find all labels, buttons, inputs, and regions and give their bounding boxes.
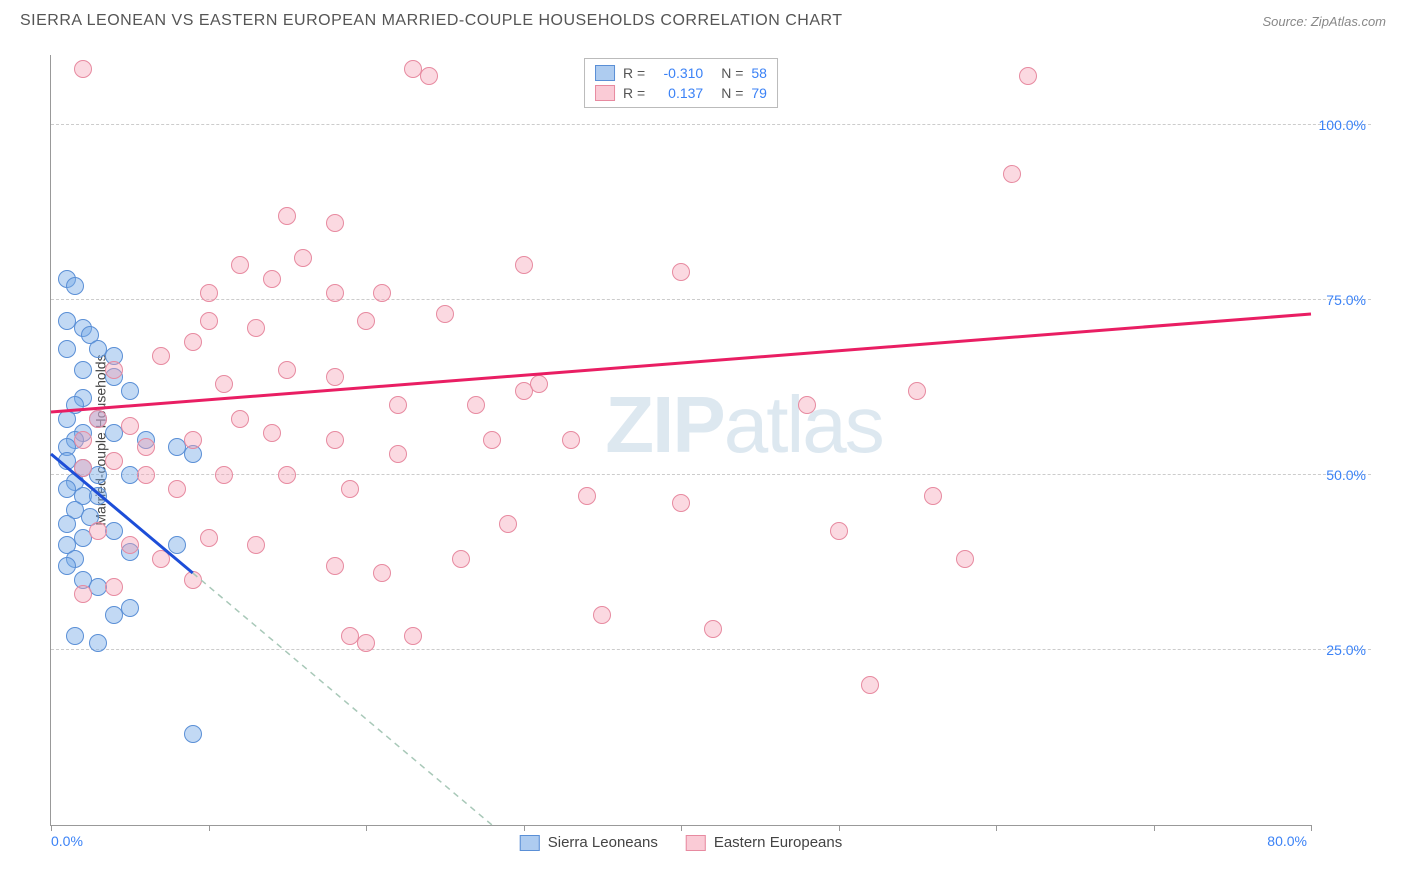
stats-legend: R = -0.310 N = 58 R = 0.137 N = 79: [584, 58, 778, 108]
x-tick: [524, 825, 525, 831]
legend-swatch: [686, 835, 706, 851]
r-value: -0.310: [653, 65, 703, 81]
chart: Married-couple Households ZIPatlas 25.0%…: [50, 55, 1370, 825]
n-value: 79: [751, 85, 767, 101]
r-label: R =: [623, 65, 645, 81]
series-label: Eastern Europeans: [714, 834, 842, 851]
stats-legend-row: R = 0.137 N = 79: [595, 83, 767, 103]
y-tick-label: 100.0%: [1319, 117, 1366, 133]
x-tick: [996, 825, 997, 831]
series-legend-item: Sierra Leoneans: [520, 834, 658, 851]
x-tick: [366, 825, 367, 831]
n-label: N =: [721, 85, 743, 101]
x-tick: [1311, 825, 1312, 831]
x-tick-label-min: 0.0%: [51, 833, 83, 849]
x-tick: [1154, 825, 1155, 831]
x-tick: [681, 825, 682, 831]
x-tick: [209, 825, 210, 831]
series-label: Sierra Leoneans: [548, 834, 658, 851]
y-tick-label: 50.0%: [1326, 467, 1366, 483]
legend-swatch: [520, 835, 540, 851]
r-value: 0.137: [653, 85, 703, 101]
chart-title: SIERRA LEONEAN VS EASTERN EUROPEAN MARRI…: [20, 12, 843, 30]
source-label: Source: ZipAtlas.com: [1262, 14, 1386, 29]
legend-swatch: [595, 65, 615, 81]
y-tick-label: 75.0%: [1326, 292, 1366, 308]
y-tick-label: 25.0%: [1326, 642, 1366, 658]
x-tick: [839, 825, 840, 831]
stats-legend-row: R = -0.310 N = 58: [595, 63, 767, 83]
n-label: N =: [721, 65, 743, 81]
x-tick: [51, 825, 52, 831]
n-value: 58: [751, 65, 767, 81]
legend-swatch: [595, 85, 615, 101]
plot-area: ZIPatlas 25.0%50.0%75.0%100.0%0.0%80.0%R…: [50, 55, 1311, 826]
regression-lines: [51, 55, 1311, 825]
series-legend: Sierra Leoneans Eastern Europeans: [520, 834, 843, 851]
x-tick-label-max: 80.0%: [1267, 833, 1307, 849]
r-label: R =: [623, 85, 645, 101]
series-legend-item: Eastern Europeans: [686, 834, 842, 851]
header: SIERRA LEONEAN VS EASTERN EUROPEAN MARRI…: [0, 0, 1406, 38]
